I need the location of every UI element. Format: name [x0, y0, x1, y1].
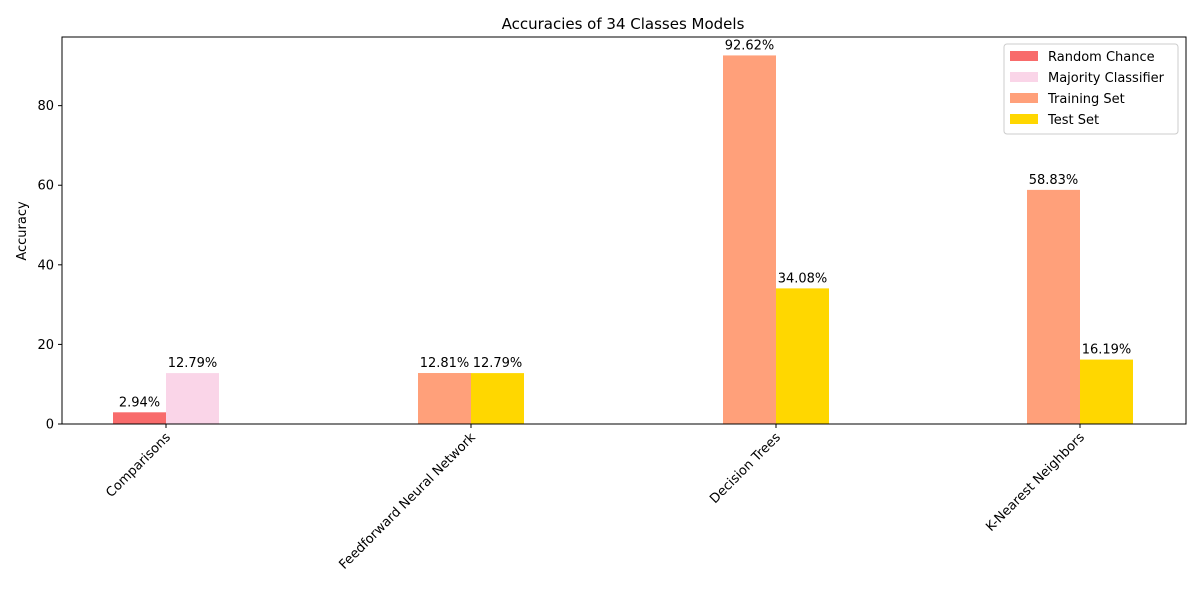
y-axis-label: Accuracy: [15, 201, 30, 261]
bar-majority-classifier-comparisons: [166, 373, 219, 424]
legend-swatch-test-set: [1010, 114, 1038, 124]
bar-random-chance-comparisons: [113, 412, 166, 424]
y-tick-label: 20: [37, 338, 54, 353]
value-label-training-set-k-nearest-neighbors: 58.83%: [1029, 173, 1079, 188]
value-label-random-chance-comparisons: 2.94%: [119, 395, 160, 410]
x-tick-label-k-nearest-neighbors: K-Nearest Neighbors: [983, 430, 1088, 535]
legend-swatch-random-chance: [1010, 51, 1038, 61]
legend-label-test-set: Test Set: [1047, 113, 1099, 128]
x-tick-label-comparisons: Comparisons: [103, 430, 174, 501]
legend-swatch-training-set: [1010, 93, 1038, 103]
bar-training-set-decision-trees: [723, 55, 776, 425]
x-tick-label-feedforward-neural-network: Feedforward Neural Network: [336, 430, 479, 573]
x-axis-ticks: Comparisons Feedforward Neural Network Dec…: [103, 424, 1088, 573]
y-tick-label: 80: [37, 99, 54, 114]
value-label-training-set-decision-trees: 92.62%: [725, 38, 775, 53]
legend-label-training-set: Training Set: [1047, 92, 1125, 107]
chart-title: Accuracies of 34 Classes Models: [502, 15, 745, 33]
y-tick-label: 40: [37, 258, 54, 273]
x-tick-label-decision-trees: Decision Trees: [707, 430, 784, 507]
legend-label-random-chance: Random Chance: [1048, 50, 1155, 65]
y-tick-label: 0: [46, 418, 54, 433]
legend: Random Chance Majority Classifier Training…: [1003, 43, 1179, 135]
value-label-training-set-feedforward-neural-network: 12.81%: [420, 356, 470, 371]
value-labels-group: 2.94%12.79% 12.81%92.62%58.83%12.79%34.08…: [119, 38, 1131, 410]
value-label-test-set-decision-trees: 34.08%: [778, 271, 828, 286]
bar-test-set-k-nearest-neighbors: [1080, 359, 1133, 424]
bar-training-set-k-nearest-neighbors: [1027, 189, 1080, 424]
bars-group: [113, 55, 1133, 425]
value-label-test-set-feedforward-neural-network: 12.79%: [473, 356, 523, 371]
bar-test-set-feedforward-neural-network: [471, 373, 524, 424]
value-label-majority-classifier-comparisons: 12.79%: [168, 356, 218, 371]
y-axis-ticks: 0 20 40 60 80: [37, 99, 62, 433]
legend-swatch-majority-classifier: [1010, 72, 1038, 82]
y-tick-label: 60: [37, 179, 54, 194]
legend-label-majority-classifier: Majority Classifier: [1048, 71, 1165, 86]
plot-frame: [61, 36, 1187, 425]
legend-box: [1003, 43, 1179, 135]
value-label-test-set-k-nearest-neighbors: 16.19%: [1082, 343, 1132, 358]
bar-test-set-decision-trees: [776, 288, 829, 424]
bar-training-set-feedforward-neural-network: [418, 373, 471, 424]
